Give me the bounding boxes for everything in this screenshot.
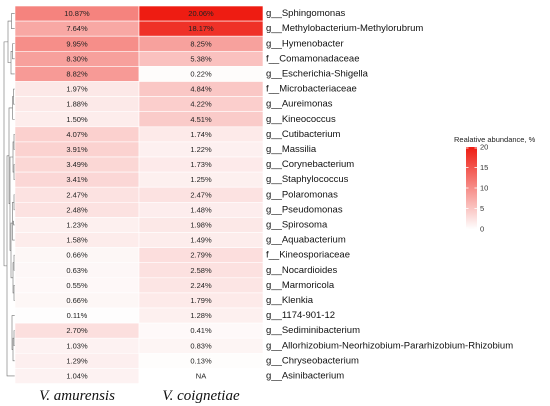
cell-value-label: 1.58%	[66, 236, 88, 245]
cell-value-label: 2.24%	[190, 281, 212, 290]
cell-value-label: 20.06%	[188, 9, 214, 18]
row-label: g__Polaromonas	[266, 189, 338, 200]
cell-value-label: 1.49%	[190, 236, 212, 245]
cell-value-label: 8.25%	[190, 39, 212, 48]
row-label: g__Allorhizobium-Neorhizobium-Pararhizob…	[266, 340, 513, 351]
cell-value-label: 2.48%	[66, 205, 88, 214]
row-label: g__Chryseobacterium	[266, 355, 359, 366]
dendrogram-branch	[11, 315, 15, 350]
column-label: V. coignetiae	[162, 388, 240, 404]
cell-value-label: 1.22%	[190, 145, 212, 154]
cell-value-label: 1.04%	[66, 371, 88, 380]
cell-value-label: 1.28%	[190, 311, 212, 320]
row-label: g__Methylobacterium-Methylorubrum	[266, 23, 423, 34]
cell-value-label: 8.82%	[66, 69, 88, 78]
row-label: g__Sediminibacterium	[266, 325, 360, 336]
cell-value-label: NA	[196, 371, 206, 380]
row-label: g__Kineococcus	[266, 114, 336, 125]
cell-value-label: 4.22%	[190, 100, 212, 109]
cell-value-label: 1.79%	[190, 296, 212, 305]
row-label: g__Marmoricola	[266, 280, 335, 291]
cell-value-label: 0.66%	[66, 251, 88, 260]
legend-tick-label: 0	[480, 225, 484, 234]
cell-value-label: 1.23%	[66, 220, 88, 229]
legend-title: Realative abundance, %	[454, 135, 536, 144]
color-legend: Realative abundance, % 0 5 10 15 20	[454, 135, 536, 234]
row-label: g__Cutibacterium	[266, 129, 341, 140]
cell-value-label: 7.64%	[66, 24, 88, 33]
cell-value-label: 1.97%	[66, 85, 88, 94]
cell-value-label: 1.03%	[66, 341, 88, 350]
cell-value-label: 2.79%	[190, 251, 212, 260]
cell-value-label: 1.29%	[66, 356, 88, 365]
cell-value-label: 0.66%	[66, 296, 88, 305]
cell-value-label: 8.30%	[66, 54, 88, 63]
cell-value-label: 1.73%	[190, 160, 212, 169]
row-label: g__Massilia	[266, 144, 317, 155]
cell-value-label: 1.50%	[66, 115, 88, 124]
row-label: f__Kineosporiaceae	[266, 250, 350, 261]
row-label: f__Comamonadaceae	[266, 53, 359, 64]
cell-value-label: 2.47%	[190, 190, 212, 199]
row-label: g__1174-901-12	[266, 310, 335, 321]
legend-tick-label: 5	[480, 204, 484, 213]
cell-value-label: 0.83%	[190, 341, 212, 350]
cell-value-label: 4.51%	[190, 115, 212, 124]
row-label: g__Spirosoma	[266, 219, 328, 230]
cell-value-label: 10.87%	[64, 9, 90, 18]
cell-value-label: 3.41%	[66, 175, 88, 184]
cell-value-label: 0.11%	[67, 311, 88, 320]
cell-value-label: 9.95%	[66, 39, 88, 48]
column-labels: V. amurensis V. coignetiae	[39, 388, 240, 404]
row-dendrogram	[3, 13, 15, 377]
legend-tick-label: 15	[480, 163, 488, 172]
cell-value-label: 4.84%	[190, 85, 212, 94]
cell-value-label: 2.70%	[66, 326, 88, 335]
cell-value-label: 0.22%	[190, 69, 212, 78]
row-label: f__Microbacteriaceae	[266, 84, 357, 95]
dendrogram-branch	[12, 43, 15, 60]
row-label: g__Pseudomonas	[266, 204, 343, 215]
cell-value-label: 1.48%	[190, 205, 212, 214]
row-labels: g__Sphingomonas g__Methylobacterium-Methy…	[266, 8, 513, 381]
row-label: g__Hymenobacter	[266, 38, 344, 49]
heatmap-cells: 10.87% 20.06% 7.64% 18.17% 9.95% 8.25% 8.30% 5.…	[14, 5, 264, 384]
cell-value-label: 4.07%	[66, 130, 88, 139]
dendrogram-branch	[10, 51, 15, 75]
cell-value-label: 0.55%	[66, 281, 88, 290]
cell-value-label: 0.41%	[190, 326, 212, 335]
row-label: g__Klenkia	[266, 295, 314, 306]
cell-value-label: 0.63%	[66, 266, 88, 275]
cell-value-label: 1.98%	[190, 220, 212, 229]
dendrogram-branch	[3, 41, 8, 267]
dendrogram-branch	[11, 13, 15, 29]
legend-tick-label: 20	[480, 143, 488, 152]
row-label: g__Escherichia-Shigella	[266, 68, 369, 79]
row-label: g__Sphingomonas	[266, 8, 345, 19]
cell-value-label: 2.47%	[66, 190, 88, 199]
cell-value-label: 18.17%	[188, 24, 214, 33]
legend-tick-label: 10	[480, 184, 488, 193]
column-label: V. amurensis	[39, 388, 115, 404]
cell-value-label: 1.25%	[190, 175, 212, 184]
dendrogram-branch	[8, 107, 13, 205]
cell-value-label: 5.38%	[190, 54, 212, 63]
row-label: g__Asinibacterium	[266, 370, 344, 381]
row-label: g__Aureimonas	[266, 99, 333, 110]
heatmap-cell	[138, 368, 264, 384]
row-label: g__Corynebacterium	[266, 159, 354, 170]
cell-value-label: 2.58%	[190, 266, 212, 275]
cell-value-label: 1.88%	[66, 100, 88, 109]
cell-value-label: 3.49%	[66, 160, 88, 169]
legend-color-bar	[466, 147, 477, 229]
row-label: g__Nocardioides	[266, 265, 338, 276]
cell-value-label: 3.91%	[66, 145, 88, 154]
cell-value-label: 1.74%	[190, 130, 212, 139]
row-label: g__Aquabacterium	[266, 235, 346, 246]
row-label: g__Staphylococcus	[266, 174, 349, 185]
cell-value-label: 0.13%	[190, 356, 212, 365]
